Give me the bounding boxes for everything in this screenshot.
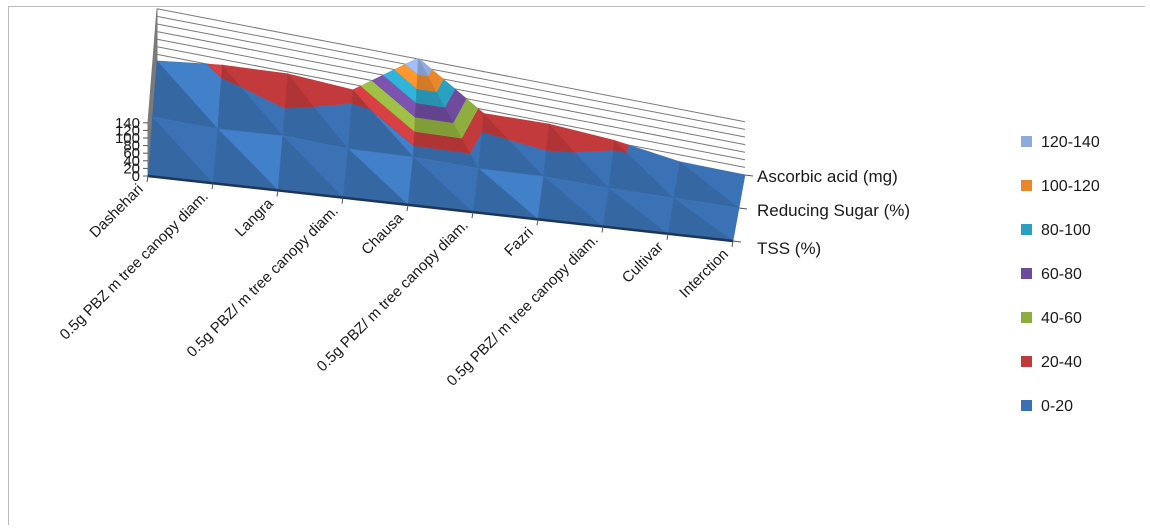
legend-swatch-1: [1021, 180, 1032, 191]
surface-facet-37: [481, 112, 509, 140]
gridline-side-7: [147, 8, 158, 123]
category-label-7: 0.5g PBZ/ m tree canopy diam.: [444, 231, 602, 389]
legend-label-5: 20-40: [1041, 354, 1082, 371]
gridline-side-6: [147, 16, 158, 131]
category-label-4: Chausa: [358, 209, 407, 258]
surface-facet-6: [221, 64, 241, 87]
category-label-5: 0.5g PBZ/ m tree canopy diam.: [314, 217, 472, 375]
category-tick-1: [211, 183, 214, 190]
surface-front-edge: [147, 174, 734, 243]
depth-axis-labels: TSS (%) Reducing Sugar (%) Ascorbic acid (…: [732, 167, 910, 258]
legend: 120-140 100-120 80-100 60-80 40-60 20-40 0-20: [1021, 134, 1100, 415]
category-tick-3: [341, 197, 344, 204]
category-tick-6: [536, 219, 539, 226]
gridline-back-7: [156, 8, 746, 123]
category-tick-9: [731, 240, 734, 248]
y-tick-label-5: 100: [115, 130, 140, 147]
legend-swatch-5: [1021, 356, 1032, 367]
y-tick-label-7: 140: [115, 115, 140, 132]
gridline-side-3: [147, 39, 158, 154]
series-label-1: Reducing Sugar (%): [757, 201, 910, 220]
series-label-2: Ascorbic acid (mg): [757, 167, 898, 186]
category-label-8: Cultivar: [619, 239, 667, 287]
chart-frame: 0 20 40 60 80 100 120 140 TSS (%) Reducing Sugar…: [8, 6, 1145, 525]
legend-label-0: 120-140: [1041, 134, 1100, 151]
legend-label-1: 100-120: [1041, 178, 1100, 195]
depth-tick-0: [732, 240, 742, 243]
depth-tick-2: [744, 174, 754, 177]
legend-label-2: 80-100: [1041, 222, 1091, 239]
gridline-side-4: [147, 31, 158, 146]
category-label-6: Fazri: [501, 224, 537, 260]
surface-plot: [147, 58, 746, 243]
legend-swatch-6: [1021, 400, 1032, 411]
surface-facet-33: [417, 59, 429, 77]
legend-swatch-2: [1021, 224, 1032, 235]
gridline-side-5: [147, 23, 158, 139]
y-tick-label-4: 80: [123, 138, 140, 155]
category-tick-0: [146, 175, 149, 183]
gridline-back-5: [156, 23, 746, 138]
y-tick-label-1: 20: [123, 160, 140, 177]
surface-facet-19: [351, 89, 371, 110]
gridline-side-1: [147, 54, 158, 169]
surface-facet-10: [284, 73, 315, 109]
series-label-0: TSS (%): [757, 239, 821, 258]
legend-swatch-4: [1021, 312, 1032, 323]
y-tick-label-2: 40: [123, 153, 140, 170]
category-label-2: Langra: [232, 195, 278, 241]
category-label-9: Interction: [676, 246, 732, 302]
category-tick-8: [666, 233, 669, 240]
y-tick-label-6: 120: [115, 122, 140, 139]
category-tick-2: [276, 190, 279, 197]
legend-swatch-3: [1021, 268, 1032, 279]
depth-tick-1: [738, 207, 748, 210]
legend-label-6: 0-20: [1041, 398, 1073, 415]
category-label-1: 0.5g PBZ m tree canopy diam.: [57, 188, 212, 343]
gridline-side-2: [147, 46, 158, 161]
legend-label-4: 40-60: [1041, 310, 1082, 327]
surface-facet-41: [545, 123, 576, 153]
y-tick-label-0: 0: [132, 168, 140, 185]
category-tick-7: [601, 226, 604, 233]
legend-swatch-0: [1021, 136, 1032, 147]
category-tick-5: [471, 212, 474, 219]
legend-label-3: 60-80: [1041, 266, 1082, 283]
surface-facet-45: [612, 139, 628, 153]
category-label-0: Dashehari: [86, 181, 146, 241]
gridline-back-6: [156, 15, 746, 130]
y-tick-label-3: 60: [123, 145, 140, 162]
category-tick-4: [406, 204, 409, 211]
category-label-3: 0.5g PBZ/ m tree canopy diam.: [184, 202, 342, 360]
